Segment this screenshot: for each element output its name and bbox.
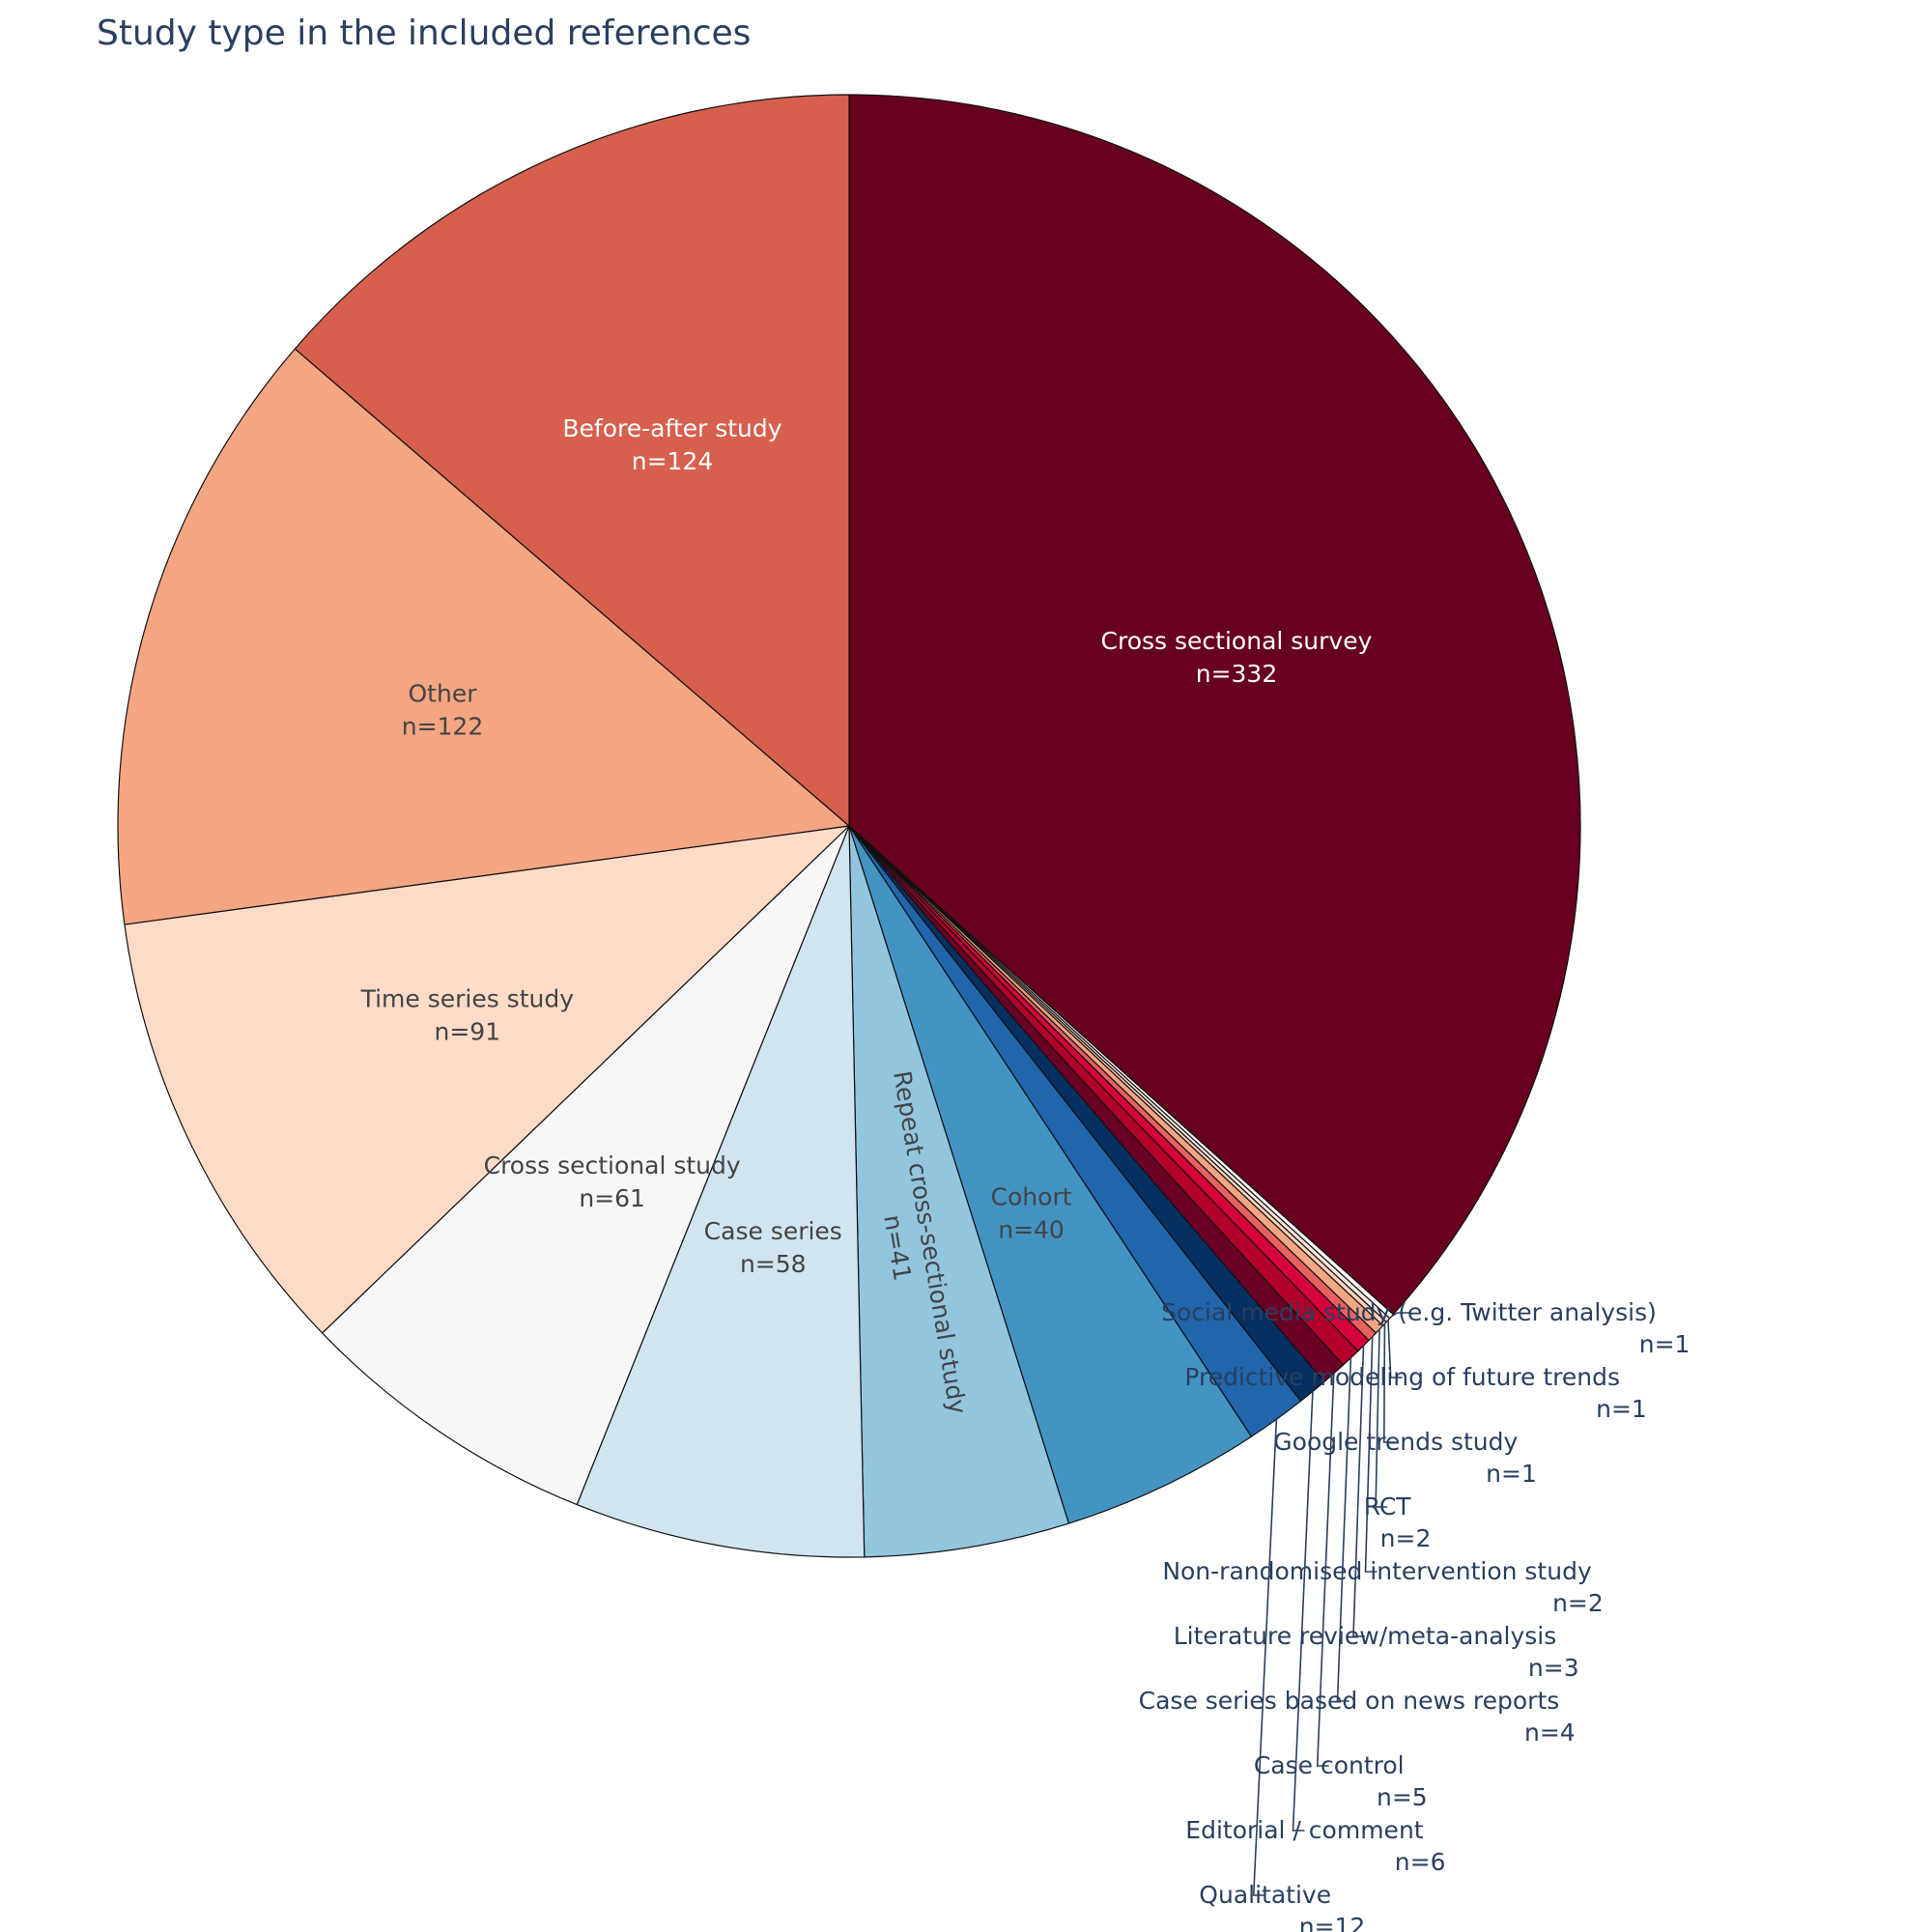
label-google-trends-study-count: n=1 [1486,1460,1537,1488]
chart-title: Study type in the included references [97,14,752,53]
label-case-series-based-on-news-reports-count: n=4 [1524,1719,1576,1747]
label-cross-sectional-study-count: n=61 [579,1184,645,1212]
label-cross-sectional-survey-count: n=332 [1196,660,1278,688]
label-case-control: Case control [1254,1751,1405,1779]
label-predictive-modeling-of-future-trends: Predictive modeling of future trends [1184,1363,1620,1391]
slice-cohort[interactable] [848,825,1253,1524]
label-case-series-count: n=58 [740,1250,807,1278]
leader-rct [1375,1329,1388,1508]
label-time-series-study-count: n=91 [434,1017,500,1045]
label-time-series-study: Time series study [360,984,575,1012]
label-other: Other [409,679,478,707]
slice-cross-sectional-survey[interactable] [848,94,1581,1316]
label-cohort: Cohort [991,1183,1072,1211]
leader-case-control [1316,1373,1335,1767]
label-rct-count: n=2 [1380,1524,1432,1552]
slice-time-series-study[interactable] [124,825,850,1334]
label-rct: RCT [1364,1492,1412,1520]
slice-case-series[interactable] [576,825,866,1558]
slice-labels: Cross sectional surveyn=332Cohortn=40Rep… [360,414,1690,1932]
label-editorial-comment-count: n=6 [1395,1848,1446,1876]
leader-case-series-based-on-news-reports [1336,1357,1352,1702]
slice-repeat-cross-sectional-study[interactable] [848,825,1070,1558]
slice-before-after-study[interactable] [294,94,850,827]
label-case-control-count: n=5 [1377,1783,1428,1811]
label-qualitative: Qualitative [1199,1881,1331,1909]
label-other-count: n=122 [402,712,484,740]
slice-cross-sectional-study[interactable] [322,825,850,1506]
label-before-after-study: Before-after study [562,414,781,442]
leader-lines [1252,1312,1409,1896]
leader-qualitative [1252,1419,1278,1896]
label-cross-sectional-survey: Cross sectional survey [1101,627,1373,655]
leader-editorial-comment [1292,1391,1314,1832]
label-predictive-modeling-of-future-trends-count: n=1 [1596,1395,1647,1423]
label-literature-review-meta-analysis-count: n=3 [1528,1654,1579,1682]
pie-slices [117,94,1581,1558]
leader-social-media-study-e-g-twitter-analysis [1391,1312,1409,1318]
label-google-trends-study: Google trends study [1273,1428,1518,1456]
label-editorial-comment: Editorial / comment [1185,1816,1423,1844]
label-cross-sectional-study: Cross sectional study [484,1151,741,1179]
label-qualitative-count: n=12 [1299,1913,1366,1932]
label-non-randomised-intervention-study-count: n=2 [1552,1589,1604,1617]
label-social-media-study-e-g-twitter-analysis: Social media study (e.g. Twitter analysi… [1161,1298,1657,1326]
label-social-media-study-e-g-twitter-analysis-count: n=1 [1639,1330,1690,1358]
label-literature-review-meta-analysis: Literature review/meta-analysis [1174,1622,1557,1650]
leader-non-randomised-intervention-study [1364,1336,1378,1573]
label-before-after-study-count: n=124 [632,447,714,475]
label-cohort-count: n=40 [998,1216,1065,1244]
label-case-series-based-on-news-reports: Case series based on news reports [1139,1687,1560,1715]
leader-google-trends-study [1382,1323,1396,1443]
label-non-randomised-intervention-study: Non-randomised intervention study [1162,1557,1592,1585]
leader-predictive-modeling-of-future-trends [1387,1320,1403,1378]
slice-other[interactable] [117,348,850,925]
leader-literature-review-meta-analysis [1352,1346,1365,1637]
label-case-series: Case series [704,1217,842,1245]
